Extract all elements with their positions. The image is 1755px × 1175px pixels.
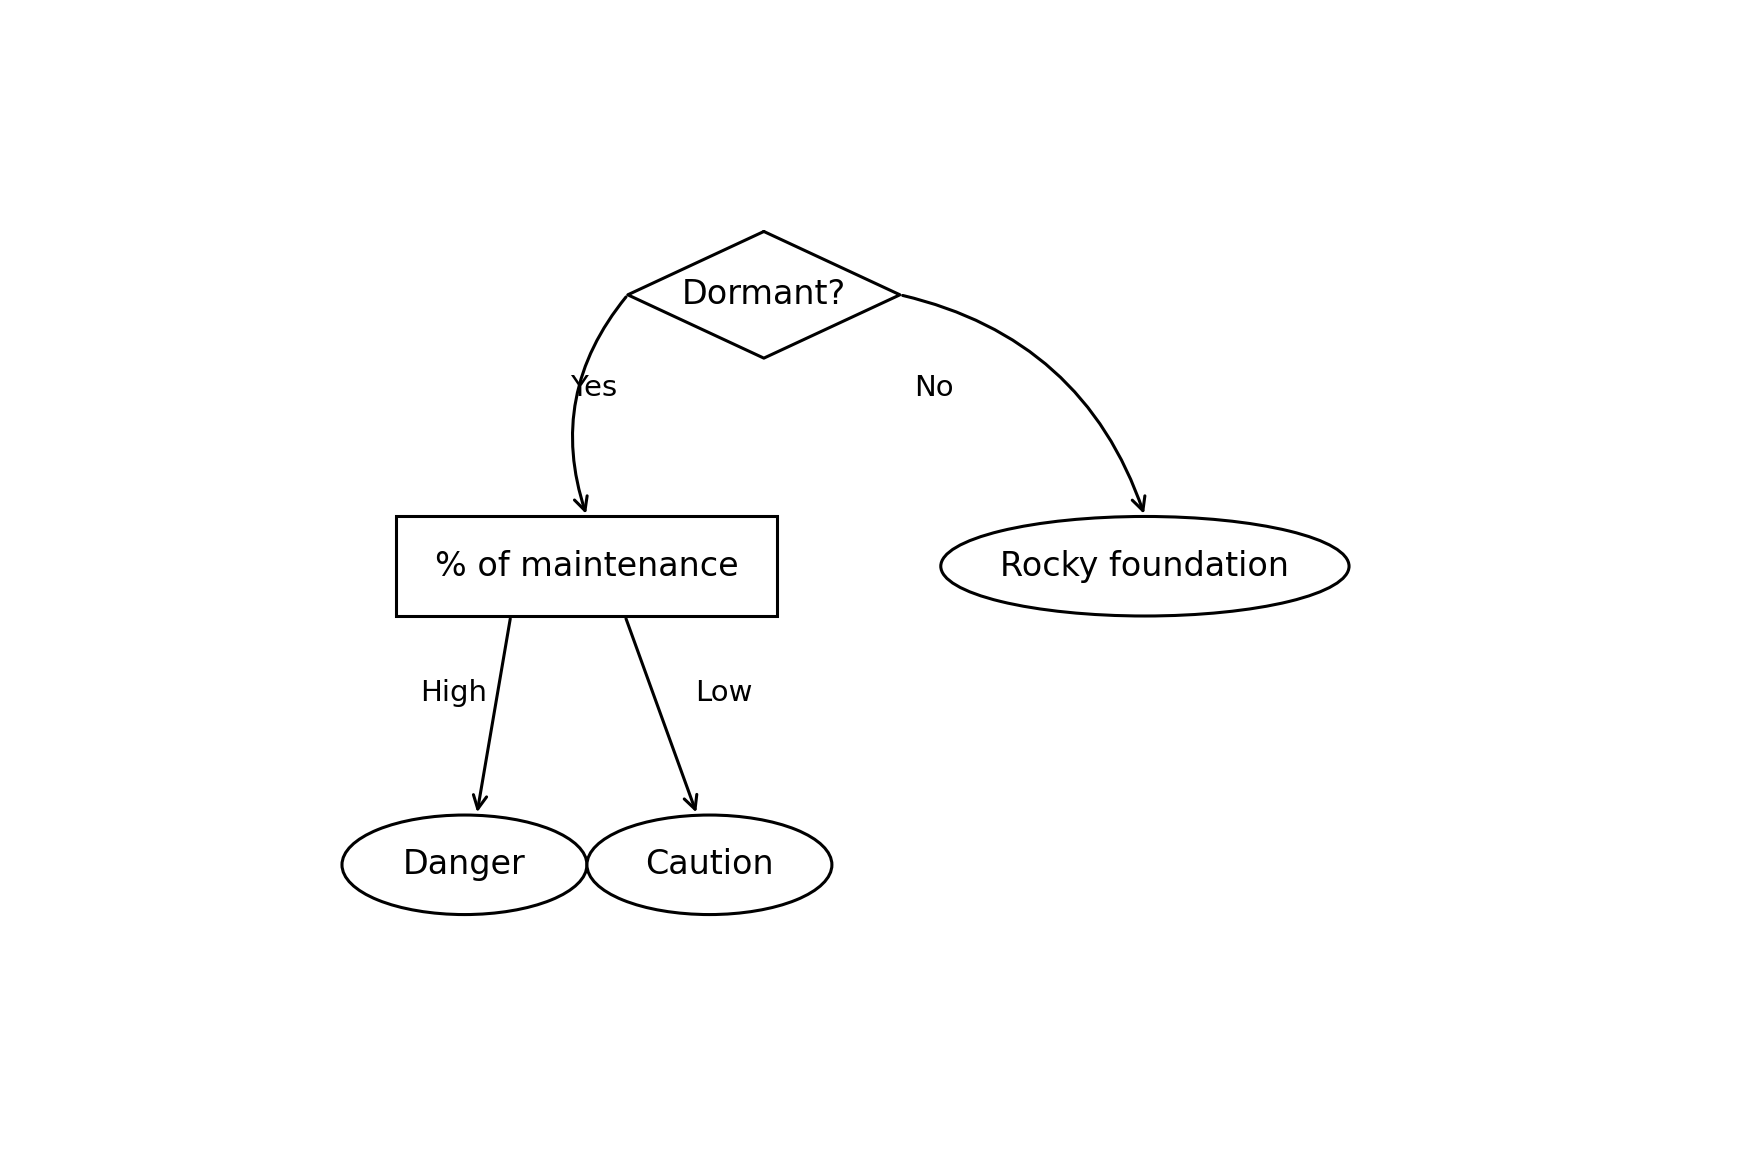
Ellipse shape xyxy=(586,815,832,914)
Ellipse shape xyxy=(342,815,586,914)
Text: Danger: Danger xyxy=(404,848,525,881)
Bar xyxy=(397,517,777,616)
Text: Dormant?: Dormant? xyxy=(681,278,846,311)
Text: Yes: Yes xyxy=(570,374,618,402)
Text: Low: Low xyxy=(695,679,753,707)
Text: Caution: Caution xyxy=(644,848,774,881)
Text: Rocky foundation: Rocky foundation xyxy=(1000,550,1288,583)
Ellipse shape xyxy=(941,517,1348,616)
Text: High: High xyxy=(419,679,486,707)
Text: No: No xyxy=(914,374,953,402)
Text: % of maintenance: % of maintenance xyxy=(435,550,739,583)
